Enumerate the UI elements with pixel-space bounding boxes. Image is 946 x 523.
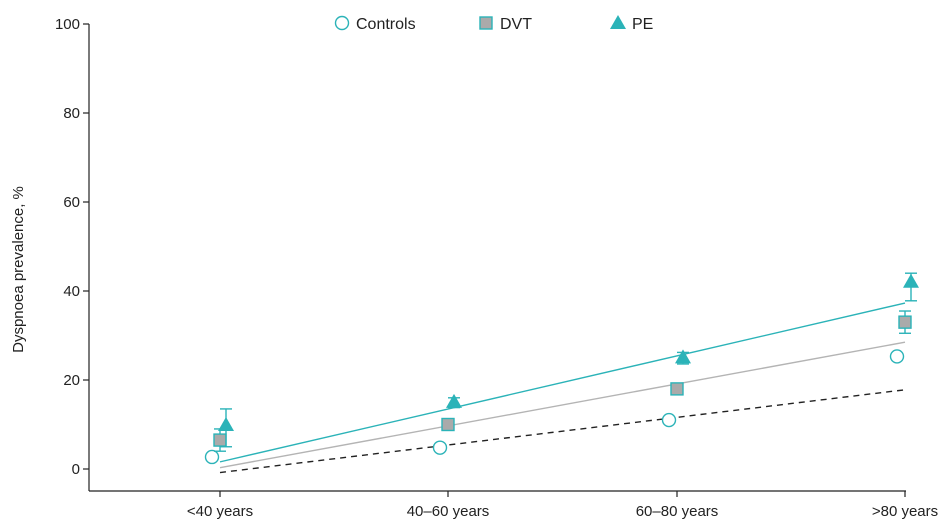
dvt-point xyxy=(670,382,684,396)
pe-point xyxy=(218,416,234,431)
controls-point xyxy=(661,412,677,428)
legend-dvt-marker xyxy=(479,16,493,30)
trend-line-pe xyxy=(219,302,906,463)
pe-point xyxy=(446,393,462,408)
y-tick-label: 40 xyxy=(63,283,80,300)
legend-pe-label: PE xyxy=(632,16,653,33)
controls-point xyxy=(204,449,220,465)
pe-point xyxy=(903,273,919,288)
y-tick-label: 100 xyxy=(55,16,80,33)
legend-controls-label: Controls xyxy=(356,16,416,33)
pe-point xyxy=(675,349,691,364)
dvt-point xyxy=(441,417,455,432)
dvt-point xyxy=(213,433,227,447)
x-tick-label: 40–60 years xyxy=(407,503,490,520)
x-tick-label: >80 years xyxy=(872,503,938,520)
trend-line-controls xyxy=(219,389,906,474)
y-axis-label: Dyspnoea prevalence, % xyxy=(10,186,27,353)
y-tick-label: 20 xyxy=(63,372,80,389)
x-tick-label: 60–80 years xyxy=(636,503,719,520)
controls-point xyxy=(432,440,448,455)
legend-pe-marker xyxy=(610,15,626,29)
controls-point xyxy=(889,349,905,364)
x-tick-label: <40 years xyxy=(187,503,253,520)
y-tick-label: 60 xyxy=(63,194,80,211)
dvt-point xyxy=(898,315,912,329)
legend-dvt-label: DVT xyxy=(500,16,532,33)
y-tick-label: 0 xyxy=(72,461,80,478)
legend-controls-marker xyxy=(334,15,350,31)
y-tick-label: 80 xyxy=(63,105,80,122)
trend-line-dvt xyxy=(219,341,906,469)
